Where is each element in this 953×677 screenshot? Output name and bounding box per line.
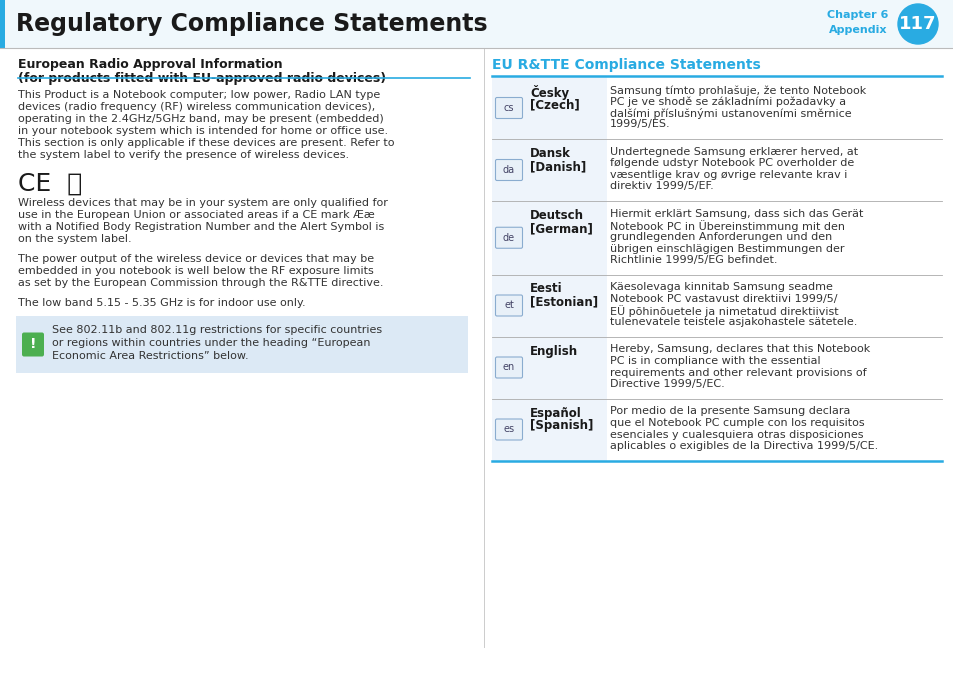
Text: in your notebook system which is intended for home or office use.: in your notebook system which is intende…	[18, 126, 388, 136]
Text: This section is only applicable if these devices are present. Refer to: This section is only applicable if these…	[18, 138, 395, 148]
Text: embedded in you notebook is well below the RF exposure limits: embedded in you notebook is well below t…	[18, 266, 374, 276]
Text: grundlegenden Anforderungen und den: grundlegenden Anforderungen und den	[609, 232, 831, 242]
Text: PC je ve shodě se základními požadavky a: PC je ve shodě se základními požadavky a	[609, 97, 845, 107]
Text: (for products fitted with EU-approved radio devices): (for products fitted with EU-approved ra…	[18, 72, 386, 85]
Text: See 802.11b and 802.11g restrictions for specific countries: See 802.11b and 802.11g restrictions for…	[52, 325, 382, 335]
Text: 117: 117	[899, 15, 936, 33]
Bar	[16, 316, 468, 373]
Text: en: en	[502, 362, 515, 372]
Bar	[0, 0, 953, 48]
Text: or regions within countries under the heading “European: or regions within countries under the he…	[52, 338, 370, 348]
Text: et: et	[503, 301, 514, 311]
Text: The low band 5.15 - 5.35 GHz is for indoor use only.: The low band 5.15 - 5.35 GHz is for indo…	[18, 298, 305, 308]
Bar	[492, 274, 606, 336]
Text: Español: Español	[530, 406, 581, 420]
Text: Richtlinie 1999/5/EG befindet.: Richtlinie 1999/5/EG befindet.	[609, 255, 777, 265]
Text: English: English	[530, 345, 578, 357]
FancyBboxPatch shape	[495, 419, 522, 440]
Text: [Spanish]: [Spanish]	[530, 420, 593, 433]
Text: The power output of the wireless device or devices that may be: The power output of the wireless device …	[18, 254, 374, 264]
Text: de: de	[502, 233, 515, 243]
Bar	[0, 0, 5, 48]
Text: 1999/5/ES.: 1999/5/ES.	[609, 120, 670, 129]
Text: This Product is a Notebook computer; low power, Radio LAN type: This Product is a Notebook computer; low…	[18, 90, 380, 100]
Text: da: da	[502, 165, 515, 175]
Text: Eesti: Eesti	[530, 282, 562, 295]
Text: Česky: Česky	[530, 85, 569, 100]
Text: aplicables o exigibles de la Directiva 1999/5/CE.: aplicables o exigibles de la Directiva 1…	[609, 441, 878, 451]
Text: følgende udstyr Notebook PC overholder de: følgende udstyr Notebook PC overholder d…	[609, 158, 853, 169]
FancyBboxPatch shape	[495, 295, 522, 316]
Bar	[492, 77, 606, 139]
Text: with a Notified Body Registration Number and the Alert Symbol is: with a Notified Body Registration Number…	[18, 222, 384, 232]
Text: CE  ⓘ: CE ⓘ	[18, 172, 82, 196]
Text: esenciales y cualesquiera otras disposiciones: esenciales y cualesquiera otras disposic…	[609, 429, 862, 439]
Text: Appendix: Appendix	[828, 25, 886, 35]
Text: Notebook PC in Übereinstimmung mit den: Notebook PC in Übereinstimmung mit den	[609, 221, 844, 232]
Text: Notebook PC vastavust direktiivi 1999/5/: Notebook PC vastavust direktiivi 1999/5/	[609, 294, 837, 304]
Text: the system label to verify the presence of wireless devices.: the system label to verify the presence …	[18, 150, 349, 160]
Text: PC is in compliance with the essential: PC is in compliance with the essential	[609, 356, 820, 366]
Text: Chapter 6: Chapter 6	[826, 10, 888, 20]
Text: [Estonian]: [Estonian]	[530, 295, 598, 309]
Text: European Radio Approval Information: European Radio Approval Information	[18, 58, 282, 71]
Text: Käesolevaga kinnitab Samsung seadme: Käesolevaga kinnitab Samsung seadme	[609, 282, 832, 292]
Circle shape	[897, 4, 937, 44]
Text: requirements and other relevant provisions of: requirements and other relevant provisio…	[609, 368, 865, 378]
FancyBboxPatch shape	[22, 332, 44, 357]
FancyBboxPatch shape	[495, 227, 522, 248]
Text: Deutsch: Deutsch	[530, 209, 583, 222]
Text: væsentlige krav og øvrige relevante krav i: væsentlige krav og øvrige relevante krav…	[609, 170, 846, 180]
Text: Hereby, Samsung, declares that this Notebook: Hereby, Samsung, declares that this Note…	[609, 345, 869, 355]
Text: cs: cs	[503, 103, 514, 113]
Text: Por medio de la presente Samsung declara: Por medio de la presente Samsung declara	[609, 406, 849, 416]
Text: Undertegnede Samsung erklærer herved, at: Undertegnede Samsung erklærer herved, at	[609, 147, 858, 157]
Text: !: !	[30, 338, 36, 351]
Text: [German]: [German]	[530, 222, 592, 235]
FancyBboxPatch shape	[495, 160, 522, 181]
Bar	[492, 336, 606, 399]
Text: tulenevatele teistele asjakohastele sätetele.: tulenevatele teistele asjakohastele säte…	[609, 317, 857, 327]
Text: Dansk: Dansk	[530, 147, 570, 160]
Text: dalšími příslušnými ustanoveními směrnice: dalšími příslušnými ustanoveními směrnic…	[609, 108, 851, 119]
Text: Directive 1999/5/EC.: Directive 1999/5/EC.	[609, 379, 724, 389]
Text: [Danish]: [Danish]	[530, 160, 586, 173]
Text: Samsung tímto prohlašuje, že tento Notebook: Samsung tímto prohlašuje, že tento Noteb…	[609, 85, 865, 95]
Text: EÜ põhinõuetele ja nimetatud direktiivist: EÜ põhinõuetele ja nimetatud direktiivis…	[609, 305, 838, 318]
Text: Economic Area Restrictions” below.: Economic Area Restrictions” below.	[52, 351, 249, 361]
Text: on the system label.: on the system label.	[18, 234, 132, 244]
Bar	[492, 139, 606, 201]
Bar	[492, 201, 606, 274]
Text: EU R&TTE Compliance Statements: EU R&TTE Compliance Statements	[492, 58, 760, 72]
Bar	[492, 399, 606, 460]
Text: es: es	[503, 424, 514, 435]
Text: as set by the European Commission through the R&TTE directive.: as set by the European Commission throug…	[18, 278, 383, 288]
Text: operating in the 2.4GHz/5GHz band, may be present (embedded): operating in the 2.4GHz/5GHz band, may b…	[18, 114, 383, 124]
Text: devices (radio frequency (RF) wireless communication devices),: devices (radio frequency (RF) wireless c…	[18, 102, 375, 112]
Text: Hiermit erklärt Samsung, dass sich das Gerät: Hiermit erklärt Samsung, dass sich das G…	[609, 209, 862, 219]
Text: use in the European Union or associated areas if a CE mark Ææ: use in the European Union or associated …	[18, 210, 375, 220]
Text: [Czech]: [Czech]	[530, 98, 579, 111]
Text: Regulatory Compliance Statements: Regulatory Compliance Statements	[16, 12, 487, 36]
Text: que el Notebook PC cumple con los requisitos: que el Notebook PC cumple con los requis…	[609, 418, 863, 428]
FancyBboxPatch shape	[495, 97, 522, 118]
FancyBboxPatch shape	[495, 357, 522, 378]
Text: übrigen einschlägigen Bestimmungen der: übrigen einschlägigen Bestimmungen der	[609, 244, 843, 253]
Text: direktiv 1999/5/EF.: direktiv 1999/5/EF.	[609, 181, 713, 192]
Text: Wireless devices that may be in your system are only qualified for: Wireless devices that may be in your sys…	[18, 198, 388, 208]
